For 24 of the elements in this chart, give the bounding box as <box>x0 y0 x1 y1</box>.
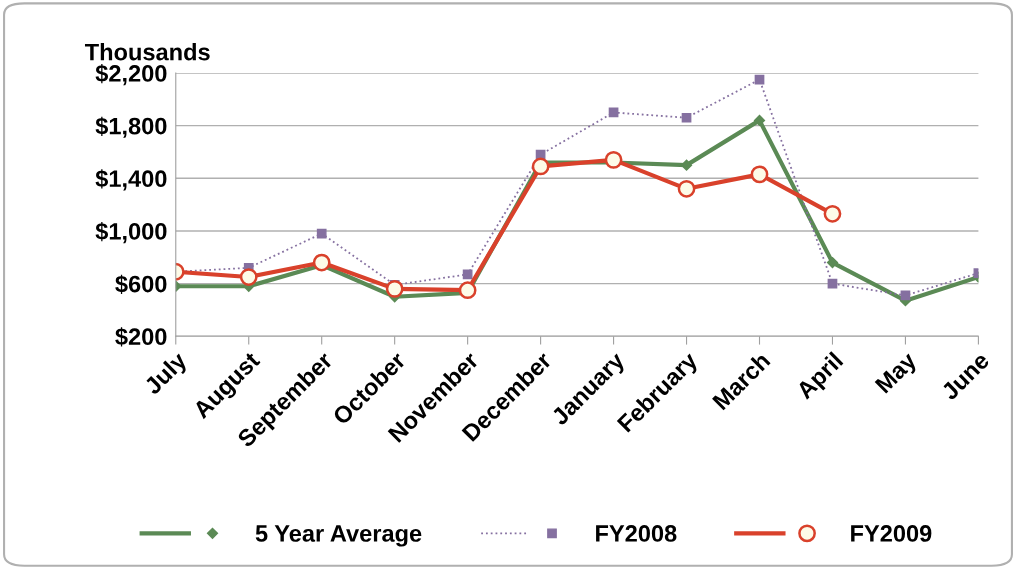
legend-label: FY2009 <box>851 525 932 542</box>
point <box>826 256 839 269</box>
y-tick-label: $200 <box>115 327 167 347</box>
point <box>750 165 769 184</box>
point <box>316 228 327 239</box>
y-tick-label: $1,800 <box>95 116 167 138</box>
point <box>753 114 766 126</box>
point <box>677 179 696 198</box>
point <box>604 150 623 169</box>
point <box>239 268 258 286</box>
point <box>531 157 550 176</box>
x-tick-label: July <box>142 350 192 399</box>
legend-label: FY2008 <box>596 525 677 542</box>
y-axis-title: Thousands <box>84 43 210 61</box>
legend-label: 5 Year Average <box>255 525 422 547</box>
point <box>385 279 404 298</box>
point <box>458 281 477 300</box>
point <box>823 204 842 223</box>
y-tick-label: $1,000 <box>95 221 167 244</box>
y-tick-label: $600 <box>115 274 167 294</box>
y-tick-label: $2,200 <box>95 64 167 86</box>
point <box>312 253 331 272</box>
y-tick-label: $1,400 <box>95 169 167 191</box>
point <box>681 112 692 123</box>
